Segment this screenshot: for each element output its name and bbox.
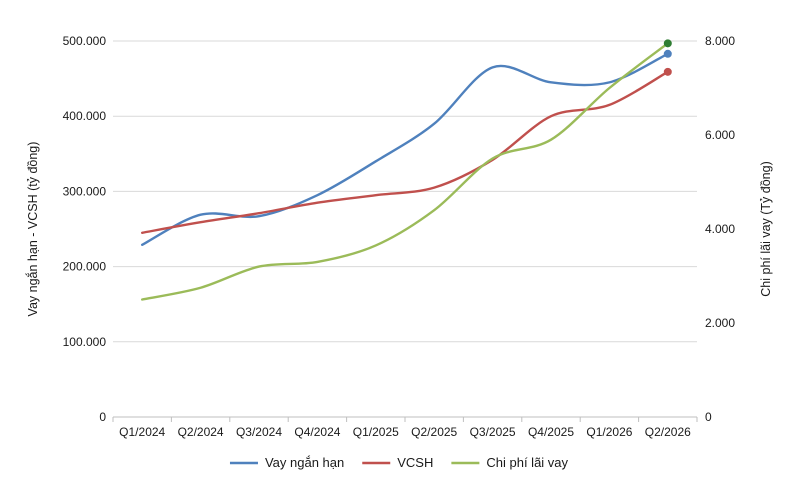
right-y-tick-label: 2.000 — [705, 316, 735, 330]
right-y-tick-label: 0 — [705, 410, 712, 424]
series-lines — [141, 39, 672, 301]
x-tick-label: Q1/2026 — [586, 425, 632, 439]
legend-label: VCSH — [397, 455, 433, 470]
x-tick-label: Q4/2025 — [528, 425, 574, 439]
series-line-1 — [141, 70, 669, 234]
series-end-marker-0 — [663, 49, 672, 58]
legend-label: Chi phí lãi vay — [486, 455, 568, 470]
x-tick-label: Q1/2024 — [119, 425, 165, 439]
left-y-tick-label: 200.000 — [63, 260, 107, 274]
legend-label: Vay ngắn hạn — [265, 455, 344, 470]
left-axis-title: Vay ngắn hạn - VCSH (tỷ đồng) — [25, 142, 40, 317]
series-end-marker-2 — [663, 39, 672, 48]
x-tick-label: Q4/2024 — [294, 425, 340, 439]
series-line-0 — [141, 52, 669, 246]
x-tick-label: Q1/2025 — [353, 425, 399, 439]
x-tick-label: Q3/2025 — [470, 425, 516, 439]
right-y-tick-label: 8.000 — [705, 34, 735, 48]
left-y-tick-label: 100.000 — [63, 335, 107, 349]
left-y-tick-label: 300.000 — [63, 184, 107, 198]
gridlines — [113, 40, 697, 418]
series-line-2 — [141, 42, 669, 301]
right-y-tick-label: 6.000 — [705, 128, 735, 142]
series-end-marker-1 — [663, 67, 672, 76]
left-y-tick-label: 500.000 — [63, 34, 107, 48]
legend: Vay ngắn hạn VCSH Chi phí lãi vay — [229, 455, 569, 470]
right-y-tick-label: 4.000 — [705, 222, 735, 236]
axes: 0 100.000 200.000 300.000 400.000 500.000 0 2.0… — [25, 34, 773, 439]
left-y-tick-label: 0 — [99, 410, 106, 424]
x-tick-label: Q3/2024 — [236, 425, 282, 439]
x-tick-label: Q2/2024 — [178, 425, 224, 439]
x-tick-label: Q2/2026 — [645, 425, 691, 439]
left-y-tick-label: 400.000 — [63, 109, 107, 123]
x-tick-label: Q2/2025 — [411, 425, 457, 439]
right-axis-title: Chi phí lãi vay (Tỷ đồng) — [759, 161, 773, 296]
